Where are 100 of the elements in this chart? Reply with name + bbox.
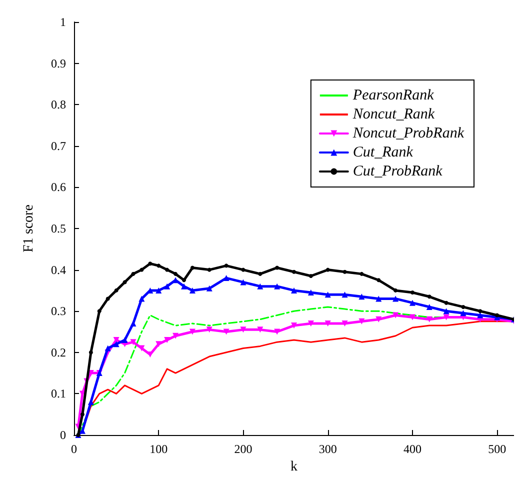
point	[130, 339, 136, 346]
y-tick-label: 0.1	[51, 386, 66, 401]
point	[358, 318, 365, 324]
y-tick-label: 0.7	[51, 138, 66, 153]
point	[156, 341, 162, 348]
point	[190, 266, 194, 270]
point	[258, 272, 262, 276]
point	[342, 292, 348, 298]
point	[274, 283, 280, 290]
point	[182, 278, 186, 282]
point	[291, 287, 297, 294]
point	[240, 326, 246, 333]
point	[189, 328, 196, 335]
point	[241, 268, 246, 272]
point	[206, 285, 212, 292]
point	[207, 268, 212, 272]
x-tick-label: 100	[150, 442, 168, 456]
point	[324, 320, 331, 326]
point	[138, 296, 145, 302]
point	[444, 300, 448, 305]
point	[308, 274, 313, 278]
point	[274, 328, 280, 335]
point	[275, 266, 280, 270]
point	[80, 412, 84, 416]
point	[342, 320, 348, 326]
point	[410, 290, 414, 295]
y-tick-label: 0.8	[51, 98, 66, 112]
point	[164, 283, 170, 290]
point	[409, 300, 416, 306]
legend-label: Cut_ProbRank	[352, 164, 443, 180]
y-tick-label: 0.6	[51, 180, 66, 194]
point	[478, 309, 482, 314]
point	[165, 268, 170, 272]
point	[460, 310, 466, 316]
point	[224, 264, 228, 268]
y-tick-label: 0.2	[51, 345, 66, 360]
point	[291, 322, 297, 329]
point	[324, 292, 331, 298]
y-tick-label: 1	[60, 15, 66, 29]
x-tick-label: 400	[403, 442, 422, 456]
legend-label: Noncut_Rank	[352, 106, 435, 122]
point	[394, 288, 398, 292]
point	[392, 296, 399, 302]
point	[292, 270, 296, 274]
y-tick-label: 0.4	[51, 262, 66, 277]
point	[156, 264, 161, 268]
point	[189, 287, 196, 294]
point	[443, 308, 450, 314]
legend-label: PearsonRank	[352, 88, 434, 104]
point	[376, 316, 382, 322]
point	[326, 268, 330, 272]
x-tick-label: 300	[318, 442, 337, 456]
point	[88, 350, 93, 354]
point	[426, 304, 432, 310]
x-tick-label: 200	[234, 442, 252, 456]
point	[148, 262, 152, 266]
point	[461, 304, 466, 309]
point	[392, 312, 399, 318]
point	[97, 309, 102, 314]
point	[113, 341, 120, 348]
point	[114, 288, 118, 292]
point	[206, 326, 212, 333]
point	[174, 272, 178, 276]
y-tick-label: 0	[60, 428, 66, 442]
x-axis-title: k	[290, 459, 298, 474]
point	[409, 314, 416, 320]
point	[443, 314, 450, 320]
point	[495, 313, 500, 318]
point	[376, 296, 382, 302]
y-tick-label: 0.3	[51, 304, 66, 318]
point	[257, 326, 264, 333]
point	[172, 332, 179, 339]
point	[138, 345, 145, 352]
y-axis-title: F1 score	[22, 204, 36, 252]
point	[308, 290, 314, 296]
point	[122, 337, 128, 344]
x-tick-label: 0	[71, 442, 77, 456]
point	[104, 345, 111, 352]
point	[122, 280, 127, 284]
point	[223, 328, 230, 335]
legend-label: Cut_Rank	[352, 144, 414, 160]
point	[360, 272, 364, 276]
point	[427, 294, 432, 299]
point	[131, 272, 136, 276]
point	[140, 268, 144, 272]
x-tick-label: 500	[488, 442, 506, 456]
point	[106, 296, 110, 301]
point	[342, 270, 347, 274]
point	[257, 283, 264, 290]
point	[358, 294, 365, 300]
legend-label: Noncut_ProbRank	[352, 126, 464, 142]
point	[240, 279, 246, 286]
point	[308, 320, 314, 326]
y-tick-label: 0.9	[51, 56, 66, 70]
y-tick-label: 0.5	[51, 222, 66, 236]
point	[376, 278, 381, 282]
point	[164, 337, 170, 344]
point	[156, 287, 162, 294]
point	[181, 283, 187, 290]
point	[426, 316, 432, 322]
